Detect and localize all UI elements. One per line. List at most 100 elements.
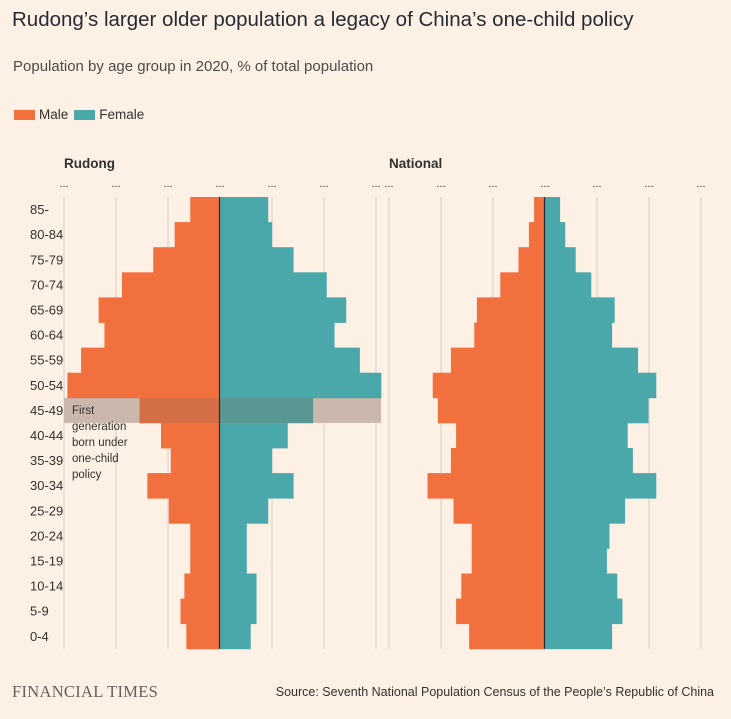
bar-male-rudong <box>67 372 220 399</box>
bar-female-national <box>544 623 613 650</box>
bar-female-rudong <box>219 473 294 499</box>
bar-female-national <box>544 498 626 524</box>
bar-female-national <box>544 422 628 449</box>
bar-male-rudong <box>147 473 220 499</box>
bar-male-rudong <box>174 222 220 248</box>
legend-label-female: Female <box>99 107 145 122</box>
bar-male-national <box>456 422 545 449</box>
legend: Male Female <box>14 107 150 122</box>
bar-male-rudong <box>153 247 220 273</box>
chart-subtitle: Population by age group in 2020, % of to… <box>13 58 374 75</box>
age-label: 75-79 <box>30 252 63 267</box>
bar-female-national <box>544 573 618 599</box>
tick-label: ... <box>592 178 601 190</box>
bar-male-rudong <box>98 297 220 323</box>
tick-label: ... <box>371 178 380 190</box>
age-label: 0-4 <box>30 629 49 644</box>
bar-male-national <box>450 448 545 474</box>
bar-male-national <box>500 272 545 298</box>
ft-brand-logo: FINANCIAL TIMES <box>12 682 159 701</box>
annotation-text: policy <box>72 469 102 481</box>
age-label: 20-24 <box>30 528 63 543</box>
bar-female-rudong <box>219 573 257 599</box>
bar-female-rudong <box>219 272 327 298</box>
bar-male-national <box>474 322 545 348</box>
panel-title-national: National <box>389 156 442 171</box>
bar-male-national <box>437 397 545 424</box>
annotation-text: First <box>72 405 95 417</box>
age-label: 55-59 <box>30 353 63 368</box>
bar-female-rudong <box>219 397 314 424</box>
bar-male-national <box>534 197 545 223</box>
bar-female-rudong <box>219 372 382 399</box>
panel-title-rudong: Rudong <box>64 156 115 171</box>
tick-label: ... <box>384 178 393 190</box>
tick-label: ... <box>319 178 328 190</box>
bar-male-rudong <box>81 347 220 374</box>
annotation-text: one-child <box>72 453 119 465</box>
source-note: Source: Seventh National Population Cens… <box>275 685 714 699</box>
bar-male-national <box>456 598 545 625</box>
tick-label: ... <box>111 178 120 190</box>
bar-female-rudong <box>219 247 294 273</box>
bar-female-rudong <box>219 498 269 524</box>
highlight-overlay <box>64 397 381 423</box>
bar-male-national <box>461 573 545 599</box>
tick-label: ... <box>59 178 68 190</box>
annotation-text: born under <box>72 437 128 449</box>
bar-female-national <box>544 222 566 248</box>
tick-label: ... <box>215 178 224 190</box>
bar-female-national <box>544 197 561 223</box>
bar-female-rudong <box>219 598 257 625</box>
bar-female-rudong <box>219 222 273 248</box>
bar-female-national <box>544 297 615 323</box>
bar-male-national <box>471 548 545 574</box>
tick-label: ... <box>540 178 549 190</box>
bar-male-rudong <box>161 422 220 449</box>
bar-female-national <box>544 347 639 374</box>
bar-female-national <box>544 448 633 474</box>
bar-female-national <box>544 372 657 399</box>
bar-male-national <box>476 297 545 323</box>
bar-male-rudong <box>139 397 220 424</box>
bar-male-rudong <box>104 322 220 348</box>
tick-label: ... <box>163 178 172 190</box>
bar-male-rudong <box>190 523 220 549</box>
age-label: 50-54 <box>30 378 63 393</box>
bar-male-rudong <box>186 623 220 650</box>
age-label: 70-74 <box>30 277 63 292</box>
bar-female-national <box>544 523 610 549</box>
bar-male-rudong <box>170 448 220 474</box>
bar-male-rudong <box>122 272 220 298</box>
bar-female-rudong <box>219 523 247 549</box>
bar-male-national <box>427 473 545 499</box>
bar-male-national <box>450 347 545 374</box>
bar-female-rudong <box>219 548 247 574</box>
tick-label: ... <box>436 178 445 190</box>
bar-female-national <box>544 598 623 625</box>
bar-female-national <box>544 397 649 424</box>
age-label: 40-44 <box>30 428 63 443</box>
bar-female-rudong <box>219 197 269 223</box>
bar-male-rudong <box>168 498 220 524</box>
bar-female-national <box>544 247 576 273</box>
legend-item-female: Female <box>74 107 144 122</box>
bar-female-rudong <box>219 322 335 348</box>
bar-male-national <box>432 372 545 399</box>
bar-female-rudong <box>219 422 288 449</box>
legend-swatch-female <box>74 109 96 120</box>
age-label: 65-69 <box>30 302 63 317</box>
legend-label-male: Male <box>39 107 69 122</box>
age-label: 15-19 <box>30 553 63 568</box>
bar-female-national <box>544 548 607 574</box>
bar-female-national <box>544 272 592 298</box>
bar-male-national <box>453 498 545 524</box>
bar-female-rudong <box>219 347 360 374</box>
tick-label: ... <box>644 178 653 190</box>
legend-item-male: Male <box>14 107 68 122</box>
bar-male-national <box>518 247 545 273</box>
age-label: 35-39 <box>30 453 63 468</box>
bar-male-rudong <box>184 573 220 599</box>
chart-title: Rudong’s larger older population a legac… <box>12 8 634 31</box>
